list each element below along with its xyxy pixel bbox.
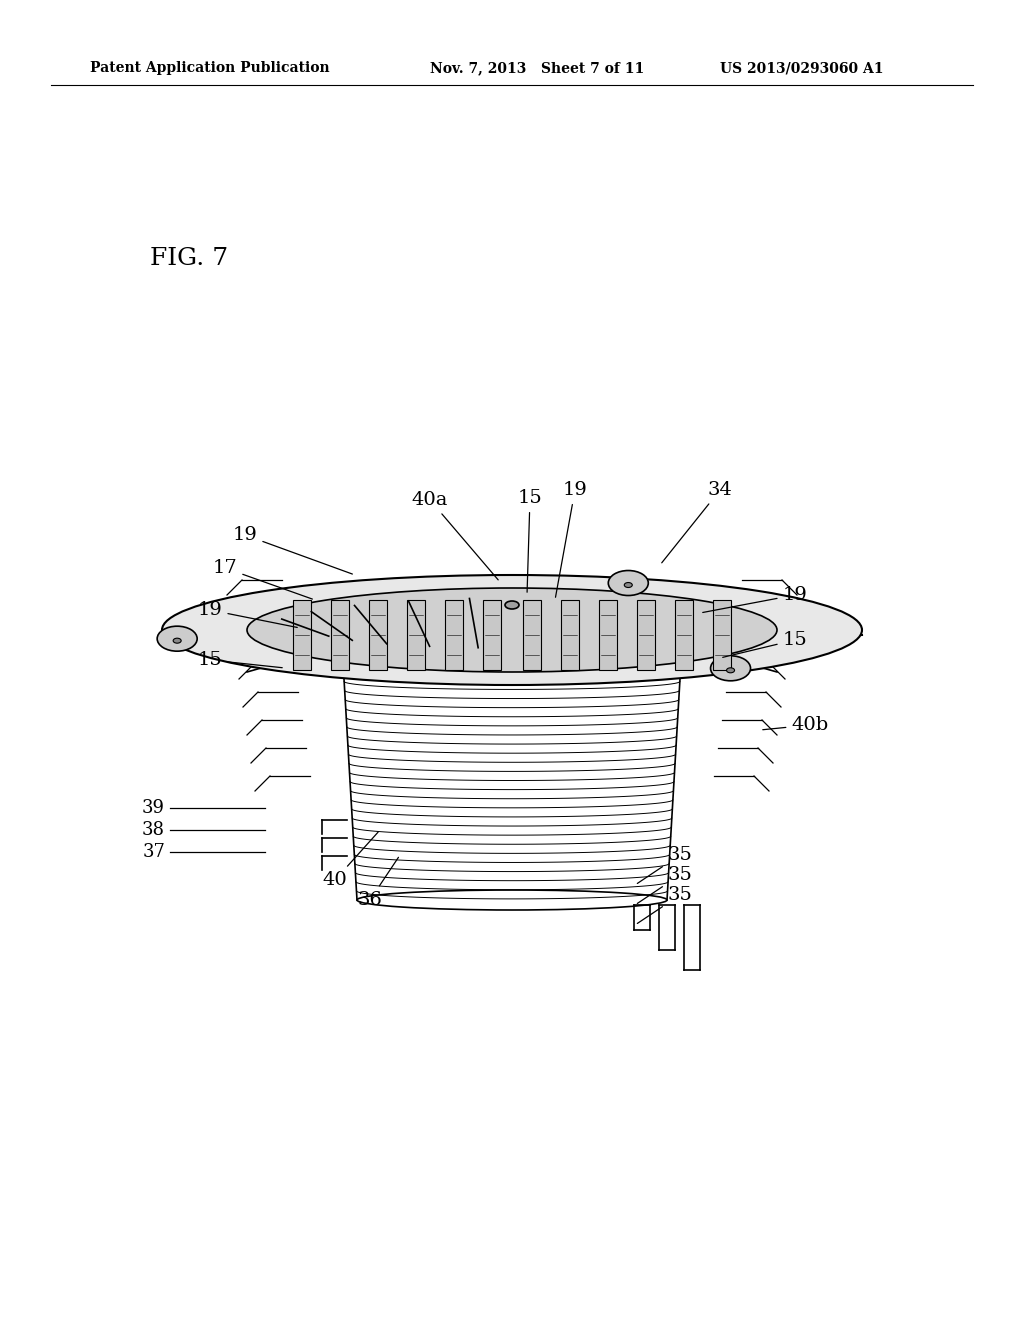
Text: 40b: 40b <box>763 715 828 734</box>
FancyBboxPatch shape <box>599 601 617 671</box>
FancyBboxPatch shape <box>483 601 501 671</box>
Ellipse shape <box>162 576 862 685</box>
Ellipse shape <box>173 638 181 643</box>
Text: US 2013/0293060 A1: US 2013/0293060 A1 <box>720 61 884 75</box>
Text: 19: 19 <box>702 586 808 612</box>
Ellipse shape <box>505 601 519 609</box>
Ellipse shape <box>711 656 751 681</box>
FancyBboxPatch shape <box>523 601 541 671</box>
FancyBboxPatch shape <box>713 601 731 671</box>
Text: 39: 39 <box>142 799 165 817</box>
Ellipse shape <box>727 668 734 673</box>
Text: 15: 15 <box>198 651 283 669</box>
FancyBboxPatch shape <box>407 601 425 671</box>
Text: 37: 37 <box>142 843 165 861</box>
FancyBboxPatch shape <box>675 601 693 671</box>
Text: 40a: 40a <box>412 491 499 579</box>
Text: Nov. 7, 2013   Sheet 7 of 11: Nov. 7, 2013 Sheet 7 of 11 <box>430 61 644 75</box>
FancyBboxPatch shape <box>561 601 579 671</box>
FancyBboxPatch shape <box>293 601 311 671</box>
Text: 19: 19 <box>555 480 588 597</box>
FancyBboxPatch shape <box>369 601 387 671</box>
FancyBboxPatch shape <box>445 601 463 671</box>
Text: 35: 35 <box>637 886 692 924</box>
Text: 35: 35 <box>637 866 692 903</box>
Text: 15: 15 <box>723 631 807 657</box>
Text: FIG. 7: FIG. 7 <box>150 247 228 271</box>
Text: 19: 19 <box>232 525 352 574</box>
Text: 38: 38 <box>142 821 165 840</box>
Ellipse shape <box>157 626 198 651</box>
Text: 34: 34 <box>662 480 732 562</box>
Text: 40: 40 <box>323 832 378 888</box>
Text: 35: 35 <box>637 846 692 883</box>
Text: 19: 19 <box>198 601 297 627</box>
FancyBboxPatch shape <box>331 601 349 671</box>
Ellipse shape <box>608 570 648 595</box>
Text: 36: 36 <box>357 857 398 909</box>
Ellipse shape <box>247 587 777 672</box>
Text: 17: 17 <box>213 558 312 599</box>
Text: Patent Application Publication: Patent Application Publication <box>90 61 330 75</box>
FancyBboxPatch shape <box>637 601 655 671</box>
Text: 15: 15 <box>517 488 543 593</box>
Ellipse shape <box>625 582 632 587</box>
